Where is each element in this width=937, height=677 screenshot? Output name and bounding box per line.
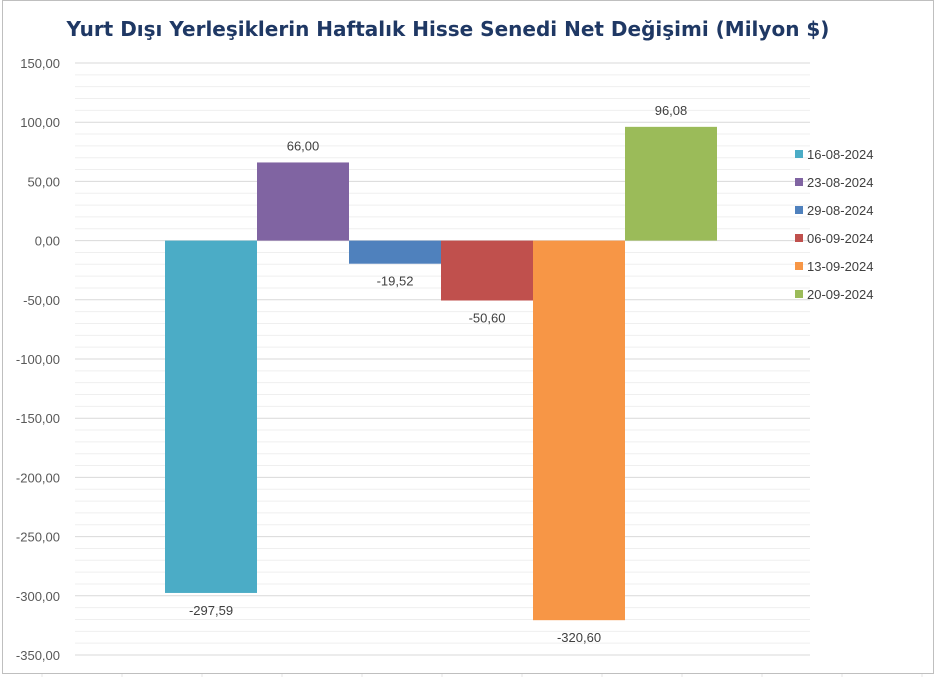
y-tick-label: -150,00 xyxy=(16,411,60,426)
bar-23-08-2024[interactable] xyxy=(257,162,349,241)
data-label: -320,60 xyxy=(557,630,601,645)
y-tick-label: 100,00 xyxy=(20,115,60,130)
y-tick-label: -300,00 xyxy=(16,589,60,604)
legend-item[interactable]: 20-09-2024 xyxy=(795,280,874,308)
legend-label: 06-09-2024 xyxy=(807,230,874,246)
data-label: -19,52 xyxy=(377,274,414,289)
data-label: 66,00 xyxy=(287,138,320,153)
legend-swatch xyxy=(795,234,803,242)
legend-item[interactable]: 06-09-2024 xyxy=(795,224,874,252)
data-labels: -297,59 66,00 -19,52 -50,60 -320,60 96,08 xyxy=(189,103,687,645)
y-tick-label: 0,00 xyxy=(35,234,60,249)
bar-29-08-2024[interactable] xyxy=(349,240,441,264)
y-tick-label: 50,00 xyxy=(27,174,60,189)
bar-13-09-2024[interactable] xyxy=(533,240,625,621)
bar-16-08-2024[interactable] xyxy=(165,240,257,593)
bar-06-09-2024[interactable] xyxy=(441,240,533,301)
chart-title: Yurt Dışı Yerleşiklerin Haftalık Hisse S… xyxy=(66,17,830,41)
y-tick-label: 150,00 xyxy=(20,56,60,71)
y-tick-label: -100,00 xyxy=(16,352,60,367)
legend-swatch xyxy=(795,206,803,214)
legend-label: 29-08-2024 xyxy=(807,202,874,218)
legend-swatch xyxy=(795,178,803,186)
legend-item[interactable]: 23-08-2024 xyxy=(795,168,874,196)
y-tick-label: -350,00 xyxy=(16,648,60,663)
y-tick-label: -250,00 xyxy=(16,530,60,545)
legend-swatch xyxy=(795,262,803,270)
y-tick-label: -50,00 xyxy=(23,293,60,308)
legend-item[interactable]: 13-09-2024 xyxy=(795,252,874,280)
legend-label: 16-08-2024 xyxy=(807,146,874,162)
data-label: 96,08 xyxy=(655,103,688,118)
bar-20-09-2024[interactable] xyxy=(625,126,717,241)
bars xyxy=(165,126,717,621)
y-axis: 150,00 100,00 50,00 0,00 -50,00 -100,00 -150,0… xyxy=(16,56,60,663)
legend: 16-08-2024 23-08-2024 29-08-2024 06-09-2024… xyxy=(795,140,874,308)
data-label: -50,60 xyxy=(469,311,506,326)
legend-swatch xyxy=(795,290,803,298)
legend-label: 23-08-2024 xyxy=(807,174,874,190)
legend-item[interactable]: 16-08-2024 xyxy=(795,140,874,168)
legend-label: 20-09-2024 xyxy=(807,286,874,302)
legend-label: 13-09-2024 xyxy=(807,258,874,274)
data-label: -297,59 xyxy=(189,603,233,618)
y-tick-label: -200,00 xyxy=(16,470,60,485)
legend-item[interactable]: 29-08-2024 xyxy=(795,196,874,224)
legend-swatch xyxy=(795,150,803,158)
